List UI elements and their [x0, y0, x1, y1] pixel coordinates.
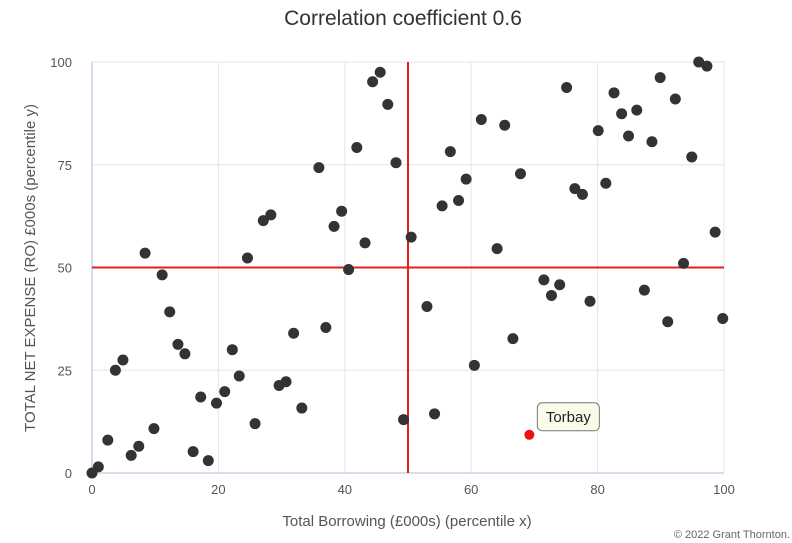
data-point [328, 220, 340, 232]
data-point [133, 440, 145, 452]
x-tick-label: 80 [590, 482, 604, 497]
data-point [499, 119, 511, 131]
y-tick-label: 25 [58, 363, 72, 378]
data-point [296, 402, 308, 414]
annotation-label: Torbay [546, 409, 592, 426]
data-point [453, 195, 465, 207]
data-point [117, 354, 129, 366]
data-point [538, 274, 550, 286]
reference-lines [92, 62, 724, 473]
data-point [398, 414, 410, 426]
data-point [92, 461, 104, 473]
data-point [320, 322, 332, 334]
annotation-box [536, 402, 600, 432]
data-point [195, 391, 207, 403]
data-point [662, 316, 674, 328]
chart-title: Correlation coefficient 0.6 [284, 7, 522, 30]
data-point [444, 146, 456, 158]
y-tick-label: 100 [50, 55, 72, 70]
data-point [576, 188, 588, 200]
data-point [693, 56, 705, 68]
y-axis-label: TOTAL NET EXPENSE (RO) £000s (percentile… [22, 104, 39, 432]
data-point [405, 231, 417, 243]
data-point [561, 81, 573, 93]
data-point [717, 312, 729, 324]
data-point [367, 76, 379, 88]
data-point [249, 418, 261, 430]
data-point [313, 162, 325, 174]
data-point [172, 338, 184, 350]
data-point [554, 279, 566, 291]
data-point [608, 87, 620, 99]
data-point [507, 333, 519, 345]
data-point [351, 141, 363, 153]
data-point [288, 327, 300, 339]
data-point [109, 364, 121, 376]
data-point [374, 66, 386, 78]
y-tick-label: 0 [65, 466, 72, 481]
data-point [257, 215, 269, 227]
annotations: Torbay [536, 402, 600, 432]
data-point [241, 252, 253, 264]
data-point [359, 237, 371, 249]
x-tick-label: 40 [338, 482, 352, 497]
data-point [265, 209, 277, 221]
data-point [421, 301, 433, 313]
data-point [233, 370, 245, 382]
data-point [429, 408, 441, 420]
data-point [600, 177, 612, 189]
data-point [164, 306, 176, 318]
data-point [336, 205, 348, 217]
x-tick-label: 0 [88, 482, 95, 497]
data-point [390, 157, 402, 169]
data-point [226, 344, 238, 356]
data-point [678, 257, 690, 269]
x-tick-label: 100 [713, 482, 735, 497]
data-point [631, 104, 643, 116]
data-point [125, 449, 137, 461]
data-point [616, 108, 628, 120]
data-point [219, 386, 231, 398]
y-tick-label: 75 [58, 158, 72, 173]
data-point [187, 446, 199, 458]
data-point [148, 423, 160, 435]
data-point [460, 173, 472, 185]
data-point [468, 359, 480, 371]
x-tick-label: 60 [464, 482, 478, 497]
data-point [638, 284, 650, 296]
data-point [343, 264, 355, 276]
data-point [686, 151, 698, 163]
data-point [569, 183, 581, 195]
data-point [701, 60, 713, 72]
x-tick-label: 20 [211, 482, 225, 497]
data-point [654, 72, 666, 84]
data-point [475, 114, 487, 126]
x-axis-label: Total Borrowing (£000s) (percentile x) [282, 513, 531, 530]
data-points [86, 56, 729, 479]
data-point [545, 289, 557, 301]
data-point [514, 168, 526, 180]
data-point [491, 243, 503, 255]
data-point [280, 376, 292, 388]
data-point [156, 269, 168, 281]
data-point [102, 434, 114, 446]
data-point [709, 226, 721, 238]
data-point [211, 397, 223, 409]
data-point [139, 247, 151, 259]
data-point [382, 98, 394, 110]
copyright-notice: © 2022 Grant Thornton. [674, 529, 790, 541]
data-point [179, 348, 191, 360]
data-point [623, 130, 635, 142]
data-point [669, 93, 681, 105]
data-point [202, 455, 214, 467]
data-point [436, 200, 448, 212]
data-point [592, 125, 604, 137]
highlight-point [524, 429, 535, 440]
data-point [646, 136, 658, 148]
y-tick-label: 50 [58, 261, 72, 276]
data-point [584, 295, 596, 307]
